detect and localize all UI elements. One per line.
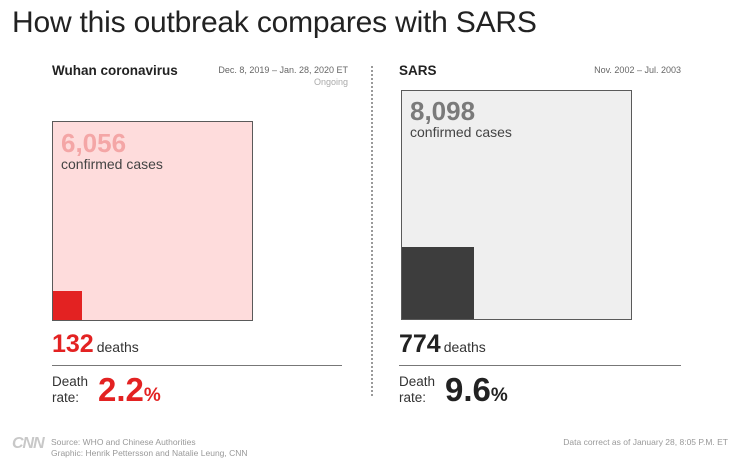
deaths-line: 132 deaths xyxy=(52,330,139,359)
death-rate-label-line1: Death xyxy=(52,374,89,389)
death-rate-value: 9.6% xyxy=(445,371,508,409)
divider-rule xyxy=(399,365,681,366)
divider-rule xyxy=(52,365,342,366)
percent-sign: % xyxy=(143,385,161,406)
cnn-logo: CNN xyxy=(12,435,45,452)
cases-label: confirmed cases xyxy=(410,124,512,140)
cases-count: 6,056 xyxy=(61,128,127,158)
deaths-label: deaths xyxy=(96,339,139,355)
deaths-line: 774 deaths xyxy=(399,330,486,359)
panel-period: Nov. 2002 – Jul. 2003 xyxy=(594,65,681,75)
deaths-count: 132 xyxy=(52,330,94,358)
death-rate-label-line1: Death xyxy=(399,374,436,389)
percent-sign: % xyxy=(490,385,508,406)
deaths-square xyxy=(53,291,82,320)
cases-square: 6,056 confirmed cases xyxy=(52,121,253,321)
death-rate-label-line2: rate: xyxy=(52,390,80,405)
panel-title: SARS xyxy=(399,63,437,78)
deaths-square xyxy=(402,247,474,319)
source-line: Source: WHO and Chinese Authorities xyxy=(51,437,196,447)
deaths-count: 774 xyxy=(399,330,441,358)
chart-title: How this outbreak compares with SARS xyxy=(12,6,537,39)
death-rate-label-line2: rate: xyxy=(399,390,427,405)
deaths-label: deaths xyxy=(443,339,486,355)
cases-square: 8,098 confirmed cases xyxy=(401,90,632,320)
death-rate-number: 2.2 xyxy=(98,371,144,408)
cases-count: 8,098 xyxy=(410,96,476,126)
data-date-note: Data correct as of January 28, 8:05 P.M.… xyxy=(563,437,728,447)
graphic-credit: Graphic: Henrik Pettersson and Natalie L… xyxy=(51,448,248,458)
panel-divider xyxy=(371,66,373,396)
panel-title: Wuhan coronavirus xyxy=(52,63,178,78)
death-rate-label: Death rate: xyxy=(52,374,88,406)
source-note: Source: WHO and Chinese Authorities Grap… xyxy=(51,437,248,459)
death-rate-value: 2.2% xyxy=(98,371,161,409)
cases-label: confirmed cases xyxy=(61,156,163,172)
panel-status: Ongoing xyxy=(313,77,348,87)
death-rate-label: Death rate: xyxy=(399,374,435,406)
death-rate-number: 9.6 xyxy=(445,371,491,408)
panel-period: Dec. 8, 2019 – Jan. 28, 2020 ET xyxy=(218,65,348,75)
